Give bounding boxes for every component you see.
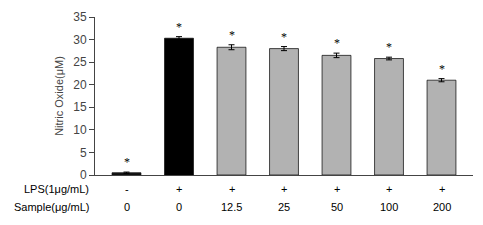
- svg-text:0: 0: [124, 201, 130, 213]
- svg-text:*: *: [176, 20, 182, 34]
- svg-text:-: -: [125, 183, 129, 195]
- svg-text:Nitric Oxide(μM): Nitric Oxide(μM): [53, 56, 65, 136]
- svg-text:*: *: [386, 40, 392, 54]
- svg-text:*: *: [334, 36, 340, 50]
- svg-text:Sample(μg/mL): Sample(μg/mL): [14, 201, 89, 213]
- svg-text:12.5: 12.5: [221, 201, 242, 213]
- svg-text:15: 15: [73, 100, 87, 114]
- svg-text:0: 0: [176, 201, 182, 213]
- svg-text:+: +: [176, 183, 182, 195]
- svg-text:20: 20: [73, 78, 87, 92]
- svg-text:35: 35: [73, 10, 87, 24]
- svg-text:+: +: [281, 183, 287, 195]
- svg-text:5: 5: [80, 146, 87, 160]
- svg-text:+: +: [334, 183, 340, 195]
- svg-text:+: +: [229, 183, 235, 195]
- svg-text:+: +: [439, 183, 445, 195]
- svg-text:10: 10: [73, 123, 87, 137]
- svg-text:*: *: [229, 28, 235, 42]
- svg-text:0: 0: [80, 168, 87, 182]
- svg-text:30: 30: [73, 33, 87, 47]
- svg-text:25: 25: [73, 55, 87, 69]
- svg-text:*: *: [439, 62, 445, 76]
- svg-text:25: 25: [278, 201, 290, 213]
- svg-text:*: *: [124, 155, 130, 169]
- svg-text:200: 200: [433, 201, 451, 213]
- svg-text:100: 100: [380, 201, 398, 213]
- svg-text:50: 50: [331, 201, 343, 213]
- svg-text:+: +: [386, 183, 392, 195]
- svg-text:*: *: [281, 30, 287, 44]
- svg-text:LPS(1μg/mL): LPS(1μg/mL): [24, 183, 89, 195]
